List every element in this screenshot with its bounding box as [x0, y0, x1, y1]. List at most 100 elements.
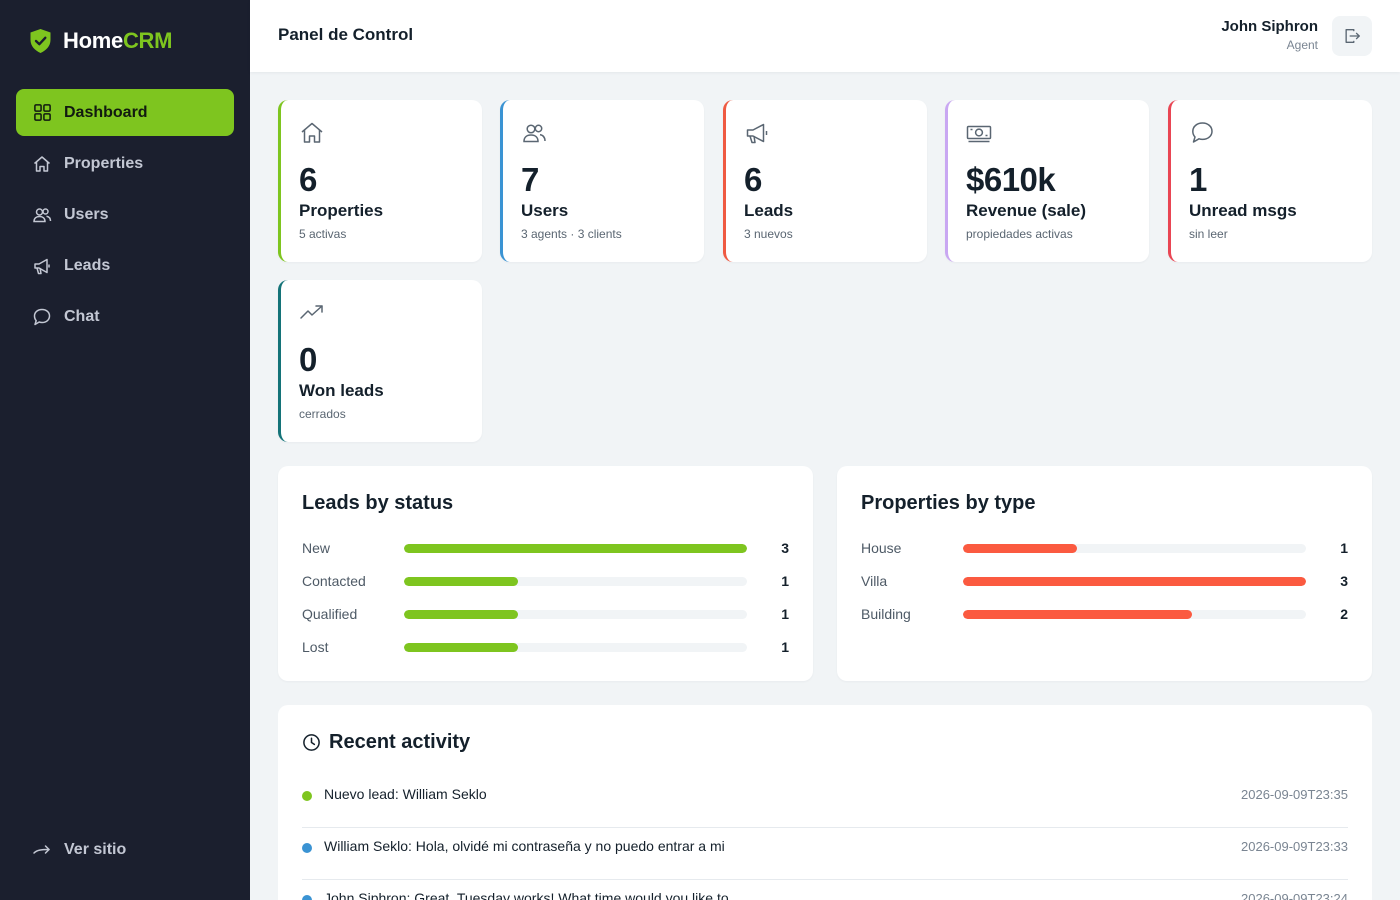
stat-subtext: cerrados [299, 407, 346, 421]
view-site-label: Ver sitio [64, 841, 127, 858]
stat-card-won-leads: 0 Won leads cerrados [278, 280, 482, 442]
logout-button[interactable] [1332, 16, 1372, 56]
bar-label: New [302, 540, 331, 556]
clock-icon [303, 734, 320, 751]
activity-text: Nuevo lead: William Seklo [324, 786, 487, 802]
stat-value: 6 [744, 161, 762, 198]
bar-label: Villa [861, 573, 888, 589]
bar-row-house: House 1 [861, 538, 1348, 558]
stat-value: $610k [966, 161, 1056, 198]
stat-value: 7 [521, 161, 539, 198]
stat-card-users: 7 Users 3 agents · 3 clients [500, 100, 704, 262]
activity-item[interactable]: Nuevo lead: William Seklo 2026-09-09T23:… [302, 776, 1348, 828]
user-info: John Siphron Agent [1221, 18, 1318, 52]
sidebar-item-label: Chat [64, 307, 100, 325]
page-title: Panel de Control [278, 25, 414, 44]
bar-row-contacted: Contacted 1 [302, 571, 789, 591]
megaphone-icon [32, 256, 52, 276]
sidebar-item-users[interactable]: Users [16, 191, 234, 238]
bar-value: 2 [1340, 606, 1348, 622]
activity-time: 2026-09-09T23:24 [1241, 891, 1348, 900]
brand-name: HomeCRM [63, 28, 173, 53]
bar-fill [963, 577, 1306, 586]
stat-card-leads: 6 Leads 3 nuevos [723, 100, 927, 262]
bar-row-villa: Villa 3 [861, 571, 1348, 591]
activity-text: William Seklo: Hola, olvidé mi contraseñ… [324, 838, 725, 854]
bar-fill [404, 643, 519, 652]
stat-subtext: propiedades activas [966, 227, 1073, 241]
dashboard-grid-icon [32, 103, 52, 123]
stat-subtext: 3 agents · 3 clients [521, 227, 622, 241]
sidebar-item-leads[interactable]: Leads [16, 242, 234, 289]
properties-by-type-panel: Properties by type House 1 Villa 3 Build… [837, 466, 1372, 681]
bar-track [404, 544, 747, 553]
activity-time: 2026-09-09T23:33 [1241, 839, 1348, 854]
users-icon [523, 124, 546, 143]
bar-value: 1 [781, 639, 789, 655]
activity-item[interactable]: John Siphron: Great, Tuesday works! What… [302, 880, 1348, 900]
bar-track [404, 643, 747, 652]
cash-icon [966, 125, 992, 143]
stat-subtext: 5 activas [299, 227, 347, 241]
chat-icon [32, 307, 52, 327]
bar-row-qualified: Qualified 1 [302, 604, 789, 624]
leads-by-status-panel: Leads by status New 3 Contacted 1 Qualif… [278, 466, 813, 681]
sidebar-item-properties[interactable]: Properties [16, 140, 234, 187]
stat-subtext: 3 nuevos [744, 227, 793, 241]
bar-fill [404, 577, 519, 586]
activity-time: 2026-09-09T23:35 [1241, 787, 1348, 802]
sidebar-item-chat[interactable]: Chat [16, 293, 234, 340]
activity-dot [302, 791, 312, 801]
panel-title: Recent activity [329, 731, 471, 753]
megaphone-icon [746, 123, 768, 144]
view-site-link[interactable]: Ver sitio [32, 840, 126, 860]
sidebar-nav: Dashboard Properties Users [16, 89, 234, 344]
chat-icon [1192, 122, 1213, 143]
bar-fill [963, 610, 1192, 619]
bar-value: 1 [781, 606, 789, 622]
activity-dot [302, 843, 312, 853]
users-icon [32, 205, 52, 225]
shield-check-icon [30, 29, 51, 53]
bar-value: 3 [1340, 573, 1348, 589]
logout-icon [1345, 29, 1360, 43]
bar-label: Lost [302, 639, 329, 655]
stat-value: 0 [299, 341, 317, 378]
arrow-right-icon [32, 840, 52, 860]
sidebar-item-label: Users [64, 205, 109, 223]
bar-label: Building [861, 606, 911, 622]
bar-fill [404, 544, 747, 553]
sidebar-item-label: Leads [64, 256, 111, 274]
recent-activity-panel: Recent activity Nuevo lead: William Sekl… [278, 705, 1372, 900]
sidebar-item-label: Properties [64, 154, 144, 172]
stat-label: Won leads [299, 381, 384, 400]
bar-row-new: New 3 [302, 538, 789, 558]
stat-card-unread-msgs: 1 Unread msgs sin leer [1168, 100, 1372, 262]
bar-row-building: Building 2 [861, 604, 1348, 624]
stat-subtext: sin leer [1189, 227, 1228, 241]
stat-label: Properties [299, 201, 384, 220]
sidebar: HomeCRM Dashboard Properties [0, 0, 250, 900]
home-icon [301, 122, 323, 143]
bar-fill [404, 610, 519, 619]
bar-row-lost: Lost 1 [302, 637, 789, 657]
stat-card-revenue: $610k Revenue (sale) propiedades activas [945, 100, 1149, 262]
panel-title: Properties by type [861, 492, 1036, 514]
sidebar-item-dashboard[interactable]: Dashboard [16, 89, 234, 136]
bar-fill [963, 544, 1078, 553]
bar-track [963, 577, 1306, 586]
user-name: John Siphron [1221, 18, 1318, 35]
stat-label: Unread msgs [1189, 201, 1297, 220]
stat-value: 6 [299, 161, 317, 198]
activity-text: John Siphron: Great, Tuesday works! What… [324, 890, 729, 900]
bar-label: House [861, 540, 902, 556]
bar-value: 1 [1340, 540, 1348, 556]
activity-item[interactable]: William Seklo: Hola, olvidé mi contraseñ… [302, 828, 1348, 880]
trend-up-icon [300, 305, 323, 319]
bar-track [404, 610, 747, 619]
bar-value: 1 [781, 573, 789, 589]
home-icon [32, 154, 52, 174]
bar-label: Contacted [302, 573, 366, 589]
user-role: Agent [1286, 38, 1318, 52]
brand-logo[interactable]: HomeCRM [28, 28, 172, 54]
